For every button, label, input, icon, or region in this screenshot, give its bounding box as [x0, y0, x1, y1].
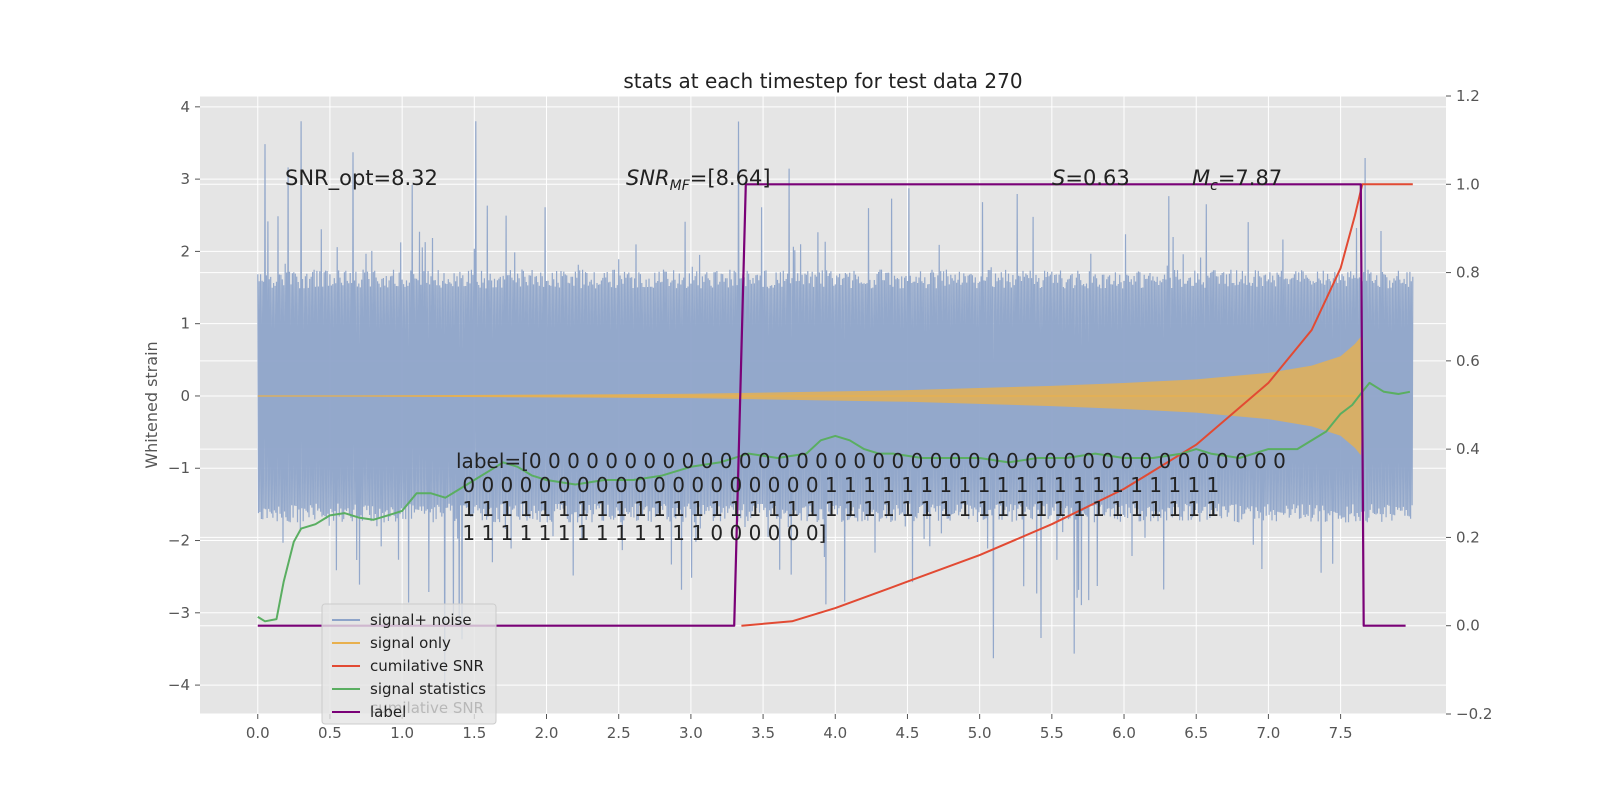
legend-label: signal only — [370, 634, 451, 652]
series-signal-only — [257, 336, 1413, 456]
x-axis: 0.0 0.5 1.0 1.5 2.0 2.5 3.0 3.5 4.0 4.5 5.0 5.5 6.0 6… — [246, 714, 1353, 742]
y-tick-label: −2 — [168, 532, 190, 550]
x-tick-label: 3.0 — [679, 724, 703, 742]
y-tick-label: −4 — [168, 676, 190, 694]
y-tick-label: −1 — [168, 459, 190, 477]
y-tick-label: −3 — [168, 604, 190, 622]
x-tick-label: 2.0 — [535, 724, 559, 742]
y-tick-label: 0 — [180, 387, 190, 405]
y2-tick-label: 0.4 — [1456, 440, 1480, 458]
legend-label: label — [370, 703, 406, 721]
x-tick-label: 0.0 — [246, 724, 270, 742]
x-tick-label: 6.0 — [1112, 724, 1136, 742]
legend-ghost-text: cumilative SNR — [370, 699, 484, 717]
x-tick-label: 7.5 — [1329, 724, 1353, 742]
x-tick-label: 5.0 — [968, 724, 992, 742]
y2-tick-label: 1.2 — [1456, 87, 1480, 105]
chart-title: stats at each timestep for test data 270 — [623, 69, 1022, 93]
y2-tick-label: 0.8 — [1456, 264, 1480, 282]
x-tick-label: 1.0 — [390, 724, 414, 742]
annotation-s: S=0.63 — [1052, 166, 1130, 190]
series-cumulative-snr — [741, 183, 1413, 627]
y2-tick-label: 0.2 — [1456, 528, 1480, 546]
s-value: =0.63 — [1065, 166, 1129, 190]
series-label — [257, 183, 1406, 627]
label-array-line: 1 1 1 1 1 1 1 1 1 1 1 1 1 1 1 1 1 1 1 1 … — [456, 497, 1219, 521]
annotation-snr-opt: SNR_opt=8.32 — [285, 166, 438, 191]
mc-subscript: c — [1210, 178, 1218, 194]
x-tick-label: 3.5 — [751, 724, 775, 742]
y2-tick-label: 1.0 — [1456, 175, 1480, 193]
left-y-axis: 4 3 2 1 0 −1 −2 −3 −4 — [168, 98, 200, 694]
legend-label: signal+ noise — [370, 611, 472, 629]
y-axis-label: Whitened strain — [142, 341, 161, 468]
y-tick-label: 2 — [180, 242, 190, 260]
label-line — [257, 183, 1406, 627]
annotation-label-array: label=[0 0 0 0 0 0 0 0 0 0 0 0 0 0 0 0 0… — [456, 449, 1286, 545]
y2-tick-label: −0.2 — [1456, 705, 1492, 723]
x-tick-label: 2.5 — [607, 724, 631, 742]
y-tick-label: 3 — [180, 170, 190, 188]
x-tick-label: 4.0 — [823, 724, 847, 742]
legend-label: cumilative SNR — [370, 657, 484, 675]
x-tick-label: 0.5 — [318, 724, 342, 742]
snr-mf-value: =[8.64] — [690, 166, 771, 190]
snr-mf-subscript: MF — [670, 178, 691, 194]
y2-tick-label: 0.0 — [1456, 617, 1480, 635]
label-array-line: 0 0 0 0 0 0 0 0 0 0 0 0 0 0 0 0 0 0 0 1 … — [456, 473, 1219, 497]
s-symbol: S — [1052, 166, 1065, 190]
right-y-axis: 1.2 1.0 0.8 0.6 0.4 0.2 0.0 −0.2 — [1446, 87, 1492, 723]
signal-statistics-line — [257, 381, 1411, 623]
x-tick-label: 6.5 — [1184, 724, 1208, 742]
legend-label: signal statistics — [370, 680, 486, 698]
x-tick-label: 4.5 — [896, 724, 920, 742]
cumulative-snr-line — [741, 183, 1413, 627]
snr-mf-symbol: SNR — [626, 166, 670, 190]
legend: cumilative SNR signal+ noise signal only c… — [321, 603, 497, 725]
mc-symbol: M — [1192, 166, 1210, 190]
y-tick-label: 4 — [180, 98, 190, 116]
y2-tick-label: 0.6 — [1456, 352, 1480, 370]
series-signal-statistics — [257, 381, 1411, 623]
y-tick-label: 1 — [180, 315, 190, 333]
series-signal-noise — [257, 121, 1414, 689]
legend-box — [321, 603, 497, 725]
x-tick-label: 1.5 — [462, 724, 486, 742]
x-tick-label: 7.0 — [1256, 724, 1280, 742]
annotation-mc: Mc=7.87 — [1192, 166, 1282, 194]
signal-noise-line — [257, 121, 1414, 689]
x-tick-label: 5.5 — [1040, 724, 1064, 742]
label-array-line: label=[0 0 0 0 0 0 0 0 0 0 0 0 0 0 0 0 0… — [456, 449, 1286, 473]
mc-value: =7.87 — [1218, 166, 1282, 190]
annotation-snr-mf: SNRMF=[8.64] — [626, 166, 771, 194]
label-array-line: 1 1 1 1 1 1 1 1 1 1 1 1 1 0 0 0 0 0 0] — [456, 521, 826, 545]
